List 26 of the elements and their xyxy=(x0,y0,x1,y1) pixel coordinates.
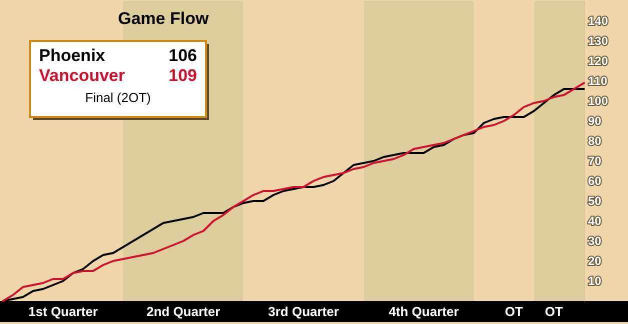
x-tick-label: 2nd Quarter xyxy=(146,304,220,319)
text: Game Flow xyxy=(118,9,210,28)
text: Phoenix xyxy=(39,46,106,65)
annotation: 109 xyxy=(168,66,197,85)
text: Vancouver xyxy=(39,66,126,85)
y-tick-label: 140 xyxy=(588,14,608,28)
y-tick-label: 30 xyxy=(588,234,602,248)
y-tick-label: 100 xyxy=(588,94,608,108)
x-tick-label: OT xyxy=(544,304,564,319)
annotation: Final (2OT) xyxy=(85,90,151,105)
y-tick-label: 20 xyxy=(588,254,602,268)
y-tick-label: 80 xyxy=(588,134,602,148)
x-tick-label: OT xyxy=(504,304,523,319)
annotation: 106 xyxy=(168,46,197,65)
y-tick-label: 90 xyxy=(588,114,602,128)
y-tick-label: 110 xyxy=(588,74,608,88)
y-tick-label: 50 xyxy=(588,194,602,208)
y-tick-label: 60 xyxy=(588,174,602,188)
y-tick-label: 40 xyxy=(588,214,602,228)
y-tick-label: 130 xyxy=(588,34,608,48)
y-tick-label: 70 xyxy=(588,154,602,168)
x-tick-label: 4th Quarter xyxy=(388,304,459,319)
y-tick-label: 10 xyxy=(588,274,602,288)
x-tick-label: 3rd Quarter xyxy=(268,304,339,319)
x-tick-label: 1st Quarter xyxy=(28,304,98,319)
y-tick-label: 120 xyxy=(588,54,608,68)
